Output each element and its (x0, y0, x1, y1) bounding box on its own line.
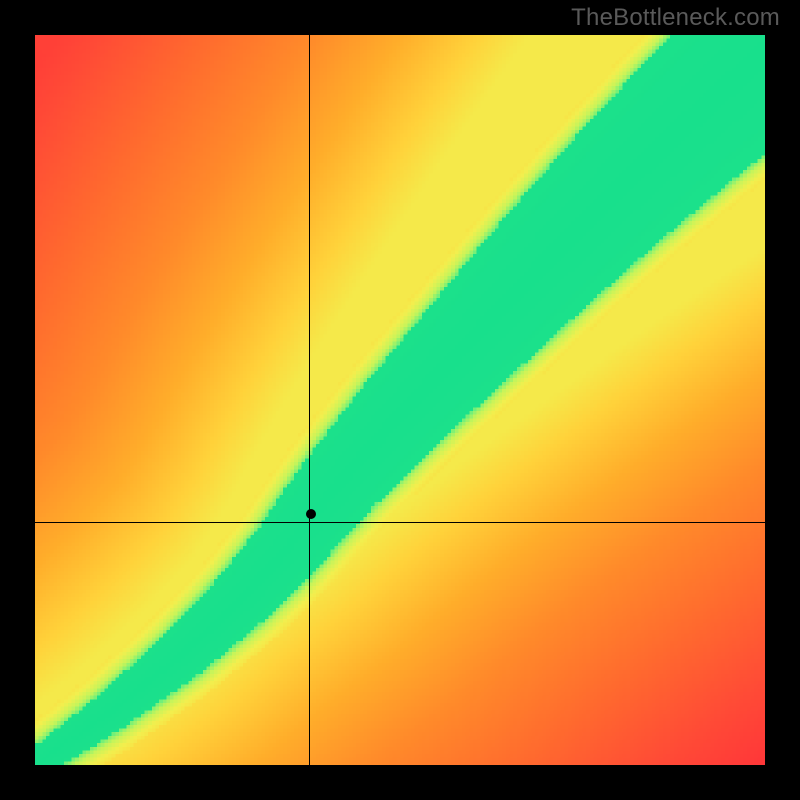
crosshair-vertical (309, 35, 310, 765)
watermark-text: TheBottleneck.com (571, 4, 780, 32)
heatmap-canvas (35, 35, 765, 765)
heatmap-plot (35, 35, 765, 765)
crosshair-horizontal (35, 522, 765, 523)
crosshair-marker (306, 509, 316, 519)
